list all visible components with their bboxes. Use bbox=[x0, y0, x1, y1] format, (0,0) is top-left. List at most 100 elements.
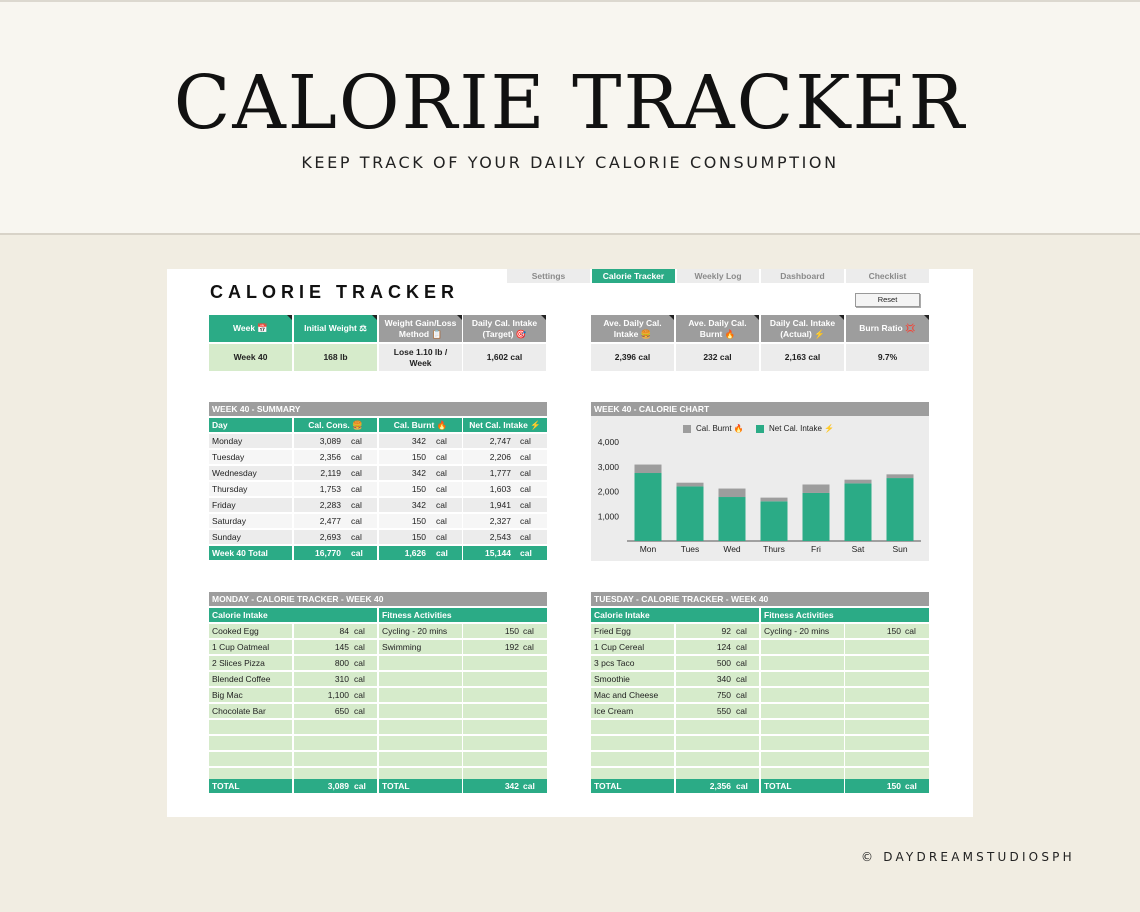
item-cal-cell[interactable] bbox=[463, 752, 547, 766]
item-cal-cell[interactable]: 150 cal bbox=[845, 624, 929, 638]
item-cal-cell[interactable] bbox=[676, 720, 759, 734]
item-cal-cell[interactable]: 550 cal bbox=[676, 704, 759, 718]
tab-checklist[interactable]: Checklist bbox=[846, 269, 929, 283]
summary-value: 150 cal bbox=[379, 450, 462, 464]
item-cal-cell[interactable]: 310 cal bbox=[294, 672, 377, 686]
item-cal-cell[interactable] bbox=[463, 736, 547, 750]
item-cal-cell[interactable]: 150 cal bbox=[463, 624, 547, 638]
summary-value: 2,693 cal bbox=[294, 530, 377, 544]
item-cal-cell[interactable] bbox=[676, 752, 759, 766]
item-cal-cell[interactable] bbox=[676, 736, 759, 750]
unit-label: cal bbox=[736, 781, 748, 791]
item-cal-cell[interactable]: 500 cal bbox=[676, 656, 759, 670]
fitness-total-label: TOTAL bbox=[379, 779, 462, 793]
item-name-cell[interactable] bbox=[761, 704, 844, 718]
y-tick-label: 3,000 bbox=[598, 462, 620, 472]
item-name-cell[interactable] bbox=[591, 720, 674, 734]
item-name-cell[interactable] bbox=[379, 704, 462, 718]
item-cal-cell[interactable] bbox=[845, 736, 929, 750]
item-name-cell[interactable]: Ice Cream bbox=[591, 704, 674, 718]
item-name: Swimming bbox=[382, 642, 422, 652]
item-cal-cell[interactable]: 145 cal bbox=[294, 640, 377, 654]
item-cal-cell[interactable] bbox=[845, 720, 929, 734]
reset-button[interactable]: Reset bbox=[855, 293, 920, 307]
item-name-cell[interactable]: 2 Slices Pizza bbox=[209, 656, 292, 670]
item-name-cell[interactable] bbox=[379, 672, 462, 686]
item-name-cell[interactable] bbox=[209, 768, 292, 782]
item-name-cell[interactable]: 1 Cup Oatmeal bbox=[209, 640, 292, 654]
item-name-cell[interactable] bbox=[379, 688, 462, 702]
item-name-cell[interactable] bbox=[761, 672, 844, 686]
item-name-cell[interactable]: Cycling - 20 mins bbox=[379, 624, 462, 638]
item-cal-cell[interactable] bbox=[845, 640, 929, 654]
item-cal-cell[interactable] bbox=[463, 768, 547, 782]
item-cal-cell[interactable] bbox=[463, 688, 547, 702]
tuesday-title: TUESDAY - CALORIE TRACKER - WEEK 40 bbox=[591, 592, 929, 606]
item-cal-cell[interactable]: 800 cal bbox=[294, 656, 377, 670]
item-name-cell[interactable]: Big Mac bbox=[209, 688, 292, 702]
item-cal-cell[interactable] bbox=[845, 768, 929, 782]
item-cal-cell[interactable] bbox=[845, 704, 929, 718]
item-name-cell[interactable] bbox=[761, 688, 844, 702]
item-name-cell[interactable]: Fried Egg bbox=[591, 624, 674, 638]
item-cal-cell[interactable]: 750 cal bbox=[676, 688, 759, 702]
item-name-cell[interactable]: 3 pcs Taco bbox=[591, 656, 674, 670]
item-name-cell[interactable] bbox=[761, 752, 844, 766]
item-cal-cell[interactable]: 1,100 cal bbox=[294, 688, 377, 702]
item-name-cell[interactable]: 1 Cup Cereal bbox=[591, 640, 674, 654]
item-cal-cell[interactable] bbox=[676, 768, 759, 782]
item-cal-cell[interactable] bbox=[463, 672, 547, 686]
item-cal-cell[interactable] bbox=[294, 752, 377, 766]
item-name-cell[interactable] bbox=[761, 768, 844, 782]
x-tick-label: Wed bbox=[723, 544, 741, 554]
item-cal-cell[interactable] bbox=[294, 768, 377, 782]
item-cal-cell[interactable]: 192 cal bbox=[463, 640, 547, 654]
item-name-cell[interactable] bbox=[761, 656, 844, 670]
item-cal-cell[interactable]: 84 cal bbox=[294, 624, 377, 638]
item-cal-cell[interactable]: 124 cal bbox=[676, 640, 759, 654]
item-cal-cell[interactable] bbox=[463, 656, 547, 670]
item-cal-cell[interactable] bbox=[845, 688, 929, 702]
item-name-cell[interactable] bbox=[591, 768, 674, 782]
item-name-cell[interactable] bbox=[379, 720, 462, 734]
item-name-cell[interactable] bbox=[591, 736, 674, 750]
summary-value: 1,941 cal bbox=[463, 498, 547, 512]
item-name-cell[interactable]: Cooked Egg bbox=[209, 624, 292, 638]
item-cal-cell[interactable] bbox=[845, 672, 929, 686]
comment-marker-icon bbox=[287, 315, 292, 320]
y-tick-label: 4,000 bbox=[598, 437, 620, 447]
tab-settings[interactable]: Settings bbox=[507, 269, 590, 283]
item-name-cell[interactable] bbox=[209, 720, 292, 734]
item-name-cell[interactable] bbox=[379, 752, 462, 766]
item-name-cell[interactable]: Smoothie bbox=[591, 672, 674, 686]
tab-dashboard[interactable]: Dashboard bbox=[761, 269, 844, 283]
tab-weekly-log[interactable]: Weekly Log bbox=[677, 269, 759, 283]
item-cal-cell[interactable]: 92 cal bbox=[676, 624, 759, 638]
item-name-cell[interactable]: Blended Coffee bbox=[209, 672, 292, 686]
item-cal-cell[interactable] bbox=[845, 656, 929, 670]
item-name-cell[interactable]: Mac and Cheese bbox=[591, 688, 674, 702]
item-name-cell[interactable]: Cycling - 20 mins bbox=[761, 624, 844, 638]
item-name-cell[interactable] bbox=[379, 768, 462, 782]
y-tick-label: 2,000 bbox=[598, 487, 620, 497]
item-name-cell[interactable] bbox=[209, 752, 292, 766]
item-name-cell[interactable] bbox=[591, 752, 674, 766]
item-name-cell[interactable] bbox=[761, 640, 844, 654]
item-cal-cell[interactable]: 650 cal bbox=[294, 704, 377, 718]
item-name-cell[interactable] bbox=[379, 736, 462, 750]
item-calories: 340 bbox=[716, 674, 731, 684]
item-cal-cell[interactable] bbox=[463, 704, 547, 718]
item-name-cell[interactable] bbox=[761, 736, 844, 750]
item-name-cell[interactable] bbox=[761, 720, 844, 734]
item-name-cell[interactable] bbox=[379, 656, 462, 670]
item-name-cell[interactable]: Swimming bbox=[379, 640, 462, 654]
item-cal-cell[interactable] bbox=[845, 752, 929, 766]
item-cal-cell[interactable]: 340 cal bbox=[676, 672, 759, 686]
item-cal-cell[interactable] bbox=[294, 736, 377, 750]
chart-plot: 1,000 2,000 3,000 4,000 Mon Tues Wed Thurs Fri Sa… bbox=[598, 437, 921, 554]
item-cal-cell[interactable] bbox=[294, 720, 377, 734]
item-cal-cell[interactable] bbox=[463, 720, 547, 734]
item-name-cell[interactable] bbox=[209, 736, 292, 750]
item-name-cell[interactable]: Chocolate Bar bbox=[209, 704, 292, 718]
tab-calorie-tracker[interactable]: Calorie Tracker bbox=[592, 269, 675, 283]
